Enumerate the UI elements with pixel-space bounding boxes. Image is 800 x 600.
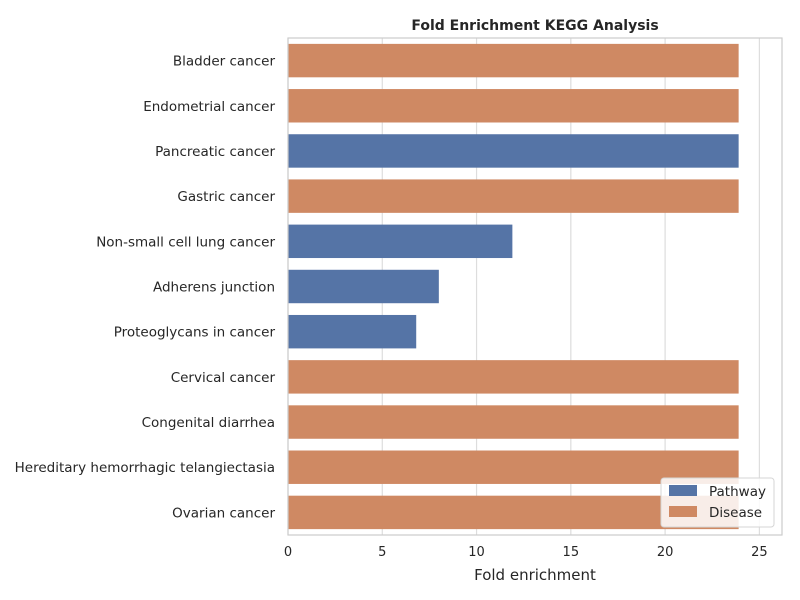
legend: Pathway Disease [660, 477, 775, 528]
y-tick-label: Gastric cancer [177, 189, 275, 205]
x-tick-label: 0 [284, 545, 292, 560]
legend-label: Pathway [709, 484, 766, 500]
y-tick-label: Bladder cancer [173, 54, 276, 70]
plot-frame [287, 37, 783, 536]
y-tick-label: Congenital diarrhea [142, 415, 275, 431]
bar [288, 224, 513, 259]
bar [288, 89, 739, 123]
y-tick-label: Endometrial cancer [143, 99, 275, 115]
bar [288, 179, 739, 213]
bars [288, 43, 739, 530]
chart-title: Fold Enrichment KEGG Analysis [411, 18, 658, 34]
x-tick-labels: 0 5 10 15 20 25 [284, 545, 768, 560]
bar [288, 405, 739, 439]
legend-swatch [669, 506, 697, 517]
y-tick-label: Pancreatic cancer [155, 144, 275, 160]
x-axis-label: Fold enrichment [474, 566, 596, 584]
x-tick-label: 20 [657, 545, 674, 560]
y-tick-label: Hereditary hemorrhagic telangiectasia [15, 460, 275, 476]
bar [288, 360, 739, 394]
bar [288, 134, 739, 168]
y-tick-label: Proteoglycans in cancer [114, 325, 276, 341]
y-tick-label: Cervical cancer [171, 370, 276, 386]
bar [288, 269, 439, 304]
x-tick-label: 15 [563, 545, 580, 560]
y-tick-labels: Bladder cancer Endometrial cancer Pancreat… [15, 54, 276, 522]
y-tick-label: Adherens junction [153, 280, 275, 296]
x-tick-label: 5 [378, 545, 386, 560]
y-tick-label: Ovarian cancer [172, 505, 275, 521]
x-tick-label: 10 [468, 545, 485, 560]
bar [288, 43, 739, 78]
legend-swatch [669, 485, 697, 496]
y-tick-label: Non-small cell lung cancer [96, 234, 275, 250]
bar [288, 314, 417, 349]
legend-label: Disease [709, 505, 762, 521]
x-tick-label: 25 [751, 545, 768, 560]
